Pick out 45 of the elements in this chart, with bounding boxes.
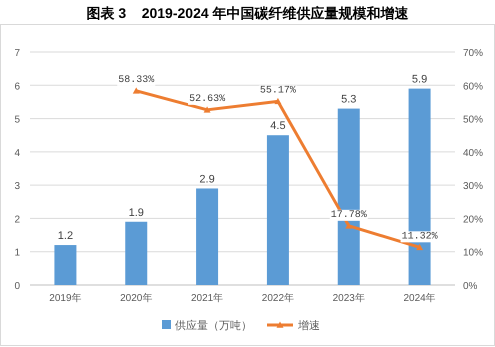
x-tick-label: 2023年 [332, 292, 365, 304]
bar [196, 188, 218, 285]
x-tick-label: 2022年 [262, 292, 294, 304]
legend-label: 增速 [297, 319, 320, 332]
data-label: 2.9 [199, 173, 215, 186]
y-tick-label: 1 [14, 248, 20, 259]
chart-title: 图表 3 2019-2024 年中国碳纤维供应量规模和增速 [86, 5, 410, 21]
data-label: 58.33% [118, 74, 154, 86]
y2-tick-label: 60% [463, 81, 484, 92]
bar [266, 135, 289, 285]
data-label: 11.32% [402, 231, 438, 242]
data-label: 5.3 [341, 94, 356, 106]
x-tick-label: 2020年 [120, 292, 152, 304]
legend-label: 供应量（万吨） [175, 319, 252, 332]
bar [54, 245, 76, 285]
bar [125, 222, 148, 285]
data-label: 55.17% [260, 85, 296, 96]
point [204, 106, 211, 113]
y2-tick-label: 10% [463, 248, 484, 259]
point [274, 98, 282, 104]
y2-tick-label: 50% [463, 114, 484, 126]
x-tick-label: 2024年 [403, 292, 436, 304]
y-tick-label: 3 [14, 181, 20, 192]
y2-tick-label: 20% [463, 214, 484, 226]
y-tick-label: 6 [14, 81, 20, 92]
y-tick-label: 5 [14, 114, 20, 126]
point [416, 244, 424, 250]
x-tick-label: 2019年 [49, 292, 82, 304]
y2-tick-label: 0% [463, 281, 478, 292]
y2-tick-label: 70% [463, 48, 484, 59]
data-label: 5.9 [412, 74, 428, 86]
y-tick-label: 7 [14, 48, 20, 59]
data-label: 17.78% [330, 210, 367, 221]
y-tick-label: 4 [14, 148, 20, 159]
y2-tick-label: 40% [463, 148, 484, 159]
x-tick-label: 2021年 [190, 292, 224, 304]
y-tick-label: 0 [14, 281, 20, 292]
data-label: 4.5 [270, 120, 286, 132]
point [345, 222, 352, 229]
point [132, 87, 140, 94]
data-label: 1.9 [128, 206, 144, 219]
y2-tick-label: 30% [463, 181, 484, 192]
data-label: 52.63% [189, 94, 226, 105]
data-label: 1.2 [58, 230, 74, 242]
y-tick-label: 2 [14, 214, 20, 226]
